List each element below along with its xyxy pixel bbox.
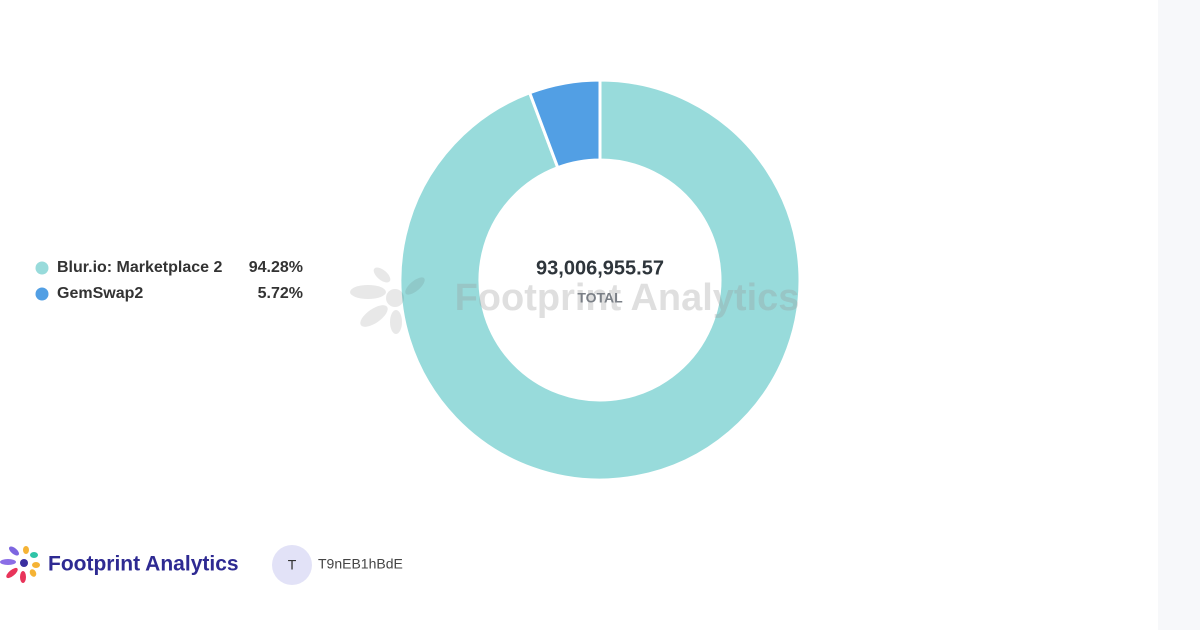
legend-label: Blur.io: Marketplace 2	[57, 259, 222, 276]
watermark-icon	[350, 267, 425, 334]
side-strip	[1158, 0, 1200, 630]
user-name[interactable]: T9nEB1hBdE	[318, 556, 403, 572]
legend-value: 94.28%	[249, 259, 303, 276]
watermark: Footprint Analytics	[455, 277, 800, 319]
total-label: TOTAL	[577, 290, 623, 306]
total-value: 93,006,955.57	[536, 257, 664, 279]
legend-value: 5.72%	[258, 285, 303, 302]
legend-label: GemSwap2	[57, 285, 143, 302]
slice	[398, 78, 802, 482]
avatar	[272, 545, 312, 585]
avatar-initial: T	[288, 557, 297, 573]
donut	[398, 78, 802, 482]
legend-swatch	[35, 261, 49, 275]
slice	[527, 78, 602, 170]
footer-brand: Footprint Analytics	[48, 553, 239, 576]
footer-logo	[0, 546, 40, 583]
legend-swatch	[35, 287, 49, 301]
legend: Blur.io: Marketplace 2 94.28% GemSwap2 5.72…	[35, 259, 303, 302]
